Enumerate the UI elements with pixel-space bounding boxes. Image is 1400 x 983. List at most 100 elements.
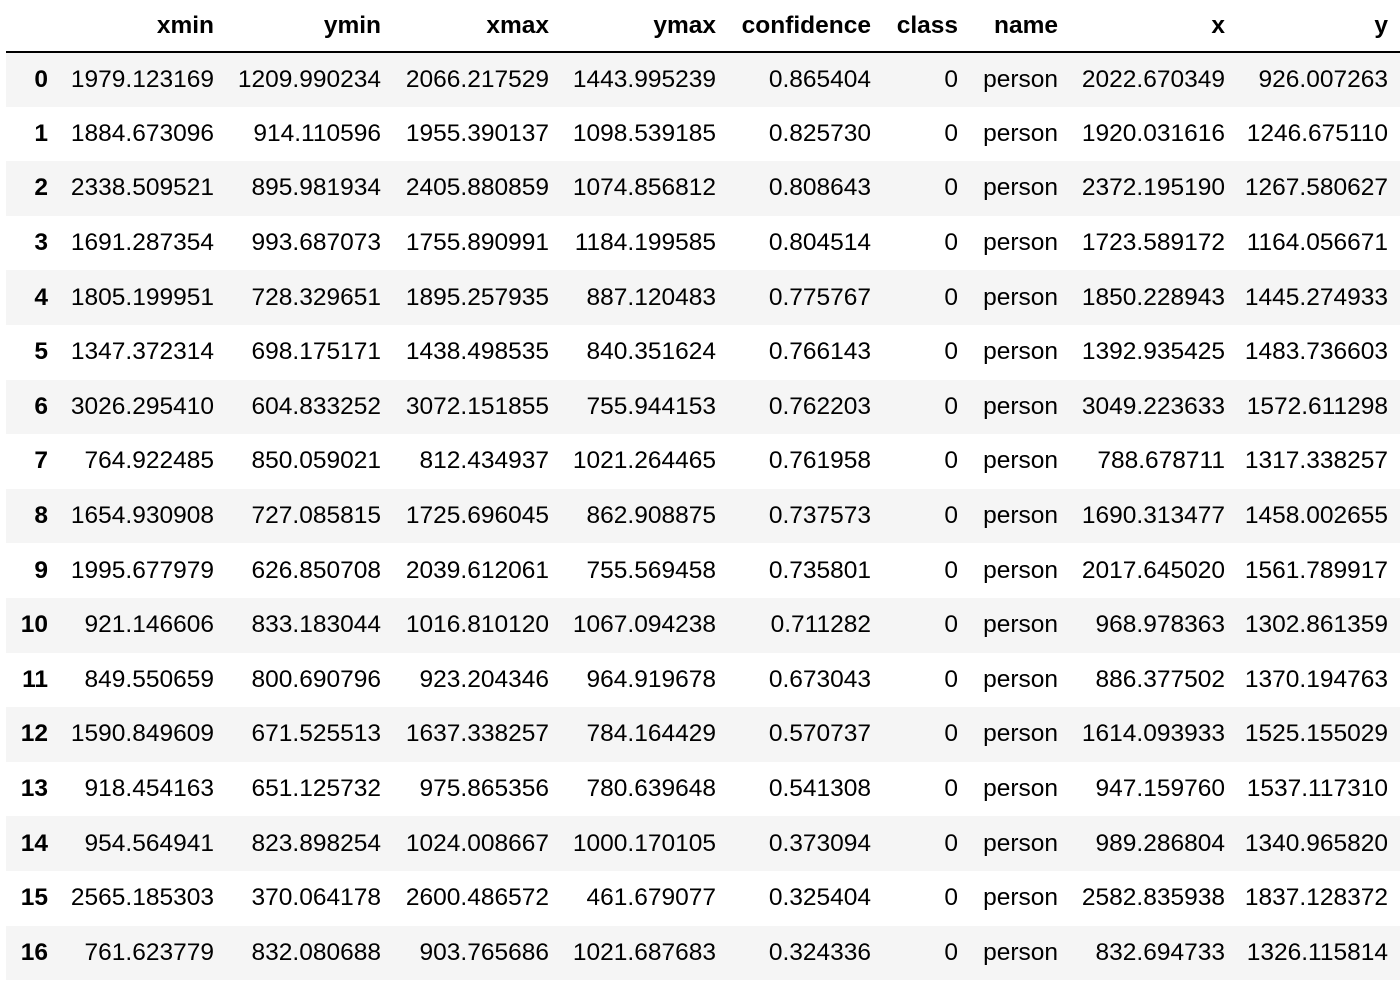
cell-class: 0 [944, 775, 958, 803]
cell-xmax: 812.434937 [419, 447, 549, 475]
column-header-class: class [883, 0, 970, 53]
cell-ymax: 1067.094238 [572, 611, 716, 639]
cell-y: 1572.611298 [1246, 392, 1388, 420]
cell-y: 1561.789917 [1244, 556, 1388, 584]
cell-x: 1920.031616 [1081, 119, 1225, 147]
row-index: 10 [20, 611, 48, 639]
row-index: 7 [34, 447, 48, 475]
cell-ymax: 1184.199585 [574, 229, 716, 257]
cell-ymin: 823.898254 [251, 829, 381, 857]
cell-ymin: 626.850708 [251, 556, 381, 584]
cell-xmax: 1438.498535 [405, 338, 549, 366]
cell-x: 2022.670349 [1081, 65, 1225, 93]
cell-xmax: 975.865356 [419, 775, 549, 803]
cell-ymax: 1074.856812 [572, 174, 716, 202]
cell-xmin: 764.922485 [84, 447, 214, 475]
cell-ymax: 1021.687683 [572, 938, 716, 966]
table-row: 1 1884.673096 914.110596 1955.390137 1098.53… [6, 106, 1400, 162]
cell-ymin: 832.080688 [251, 938, 381, 966]
cell-name: person [983, 502, 1058, 530]
row-index: 15 [20, 884, 48, 912]
cell-y: 1326.115814 [1246, 938, 1388, 966]
cell-ymin: 370.064178 [251, 884, 381, 912]
cell-x: 2582.835938 [1081, 884, 1225, 912]
cell-class: 0 [944, 338, 958, 366]
table-row: 7 764.922485 850.059021 812.434937 1021.2644… [6, 434, 1400, 489]
cell-name: person [983, 884, 1058, 912]
cell-name: person [983, 119, 1058, 147]
cell-ymax: 1098.539185 [572, 119, 716, 147]
cell-xmax: 1895.257935 [405, 283, 549, 311]
table-row: 15 2565.185303 370.064178 2600.486572 461.67… [6, 870, 1400, 926]
cell-xmax: 1637.338257 [405, 720, 549, 748]
cell-name: person [983, 775, 1058, 803]
column-header-y: y [1237, 0, 1400, 53]
cell-confidence: 0.541308 [768, 775, 871, 803]
table-row: 9 1995.677979 626.850708 2039.612061 755.569… [6, 543, 1400, 598]
cell-xmin: 921.146606 [84, 611, 214, 639]
cell-name: person [983, 938, 1058, 966]
column-header-x: x [1070, 0, 1237, 53]
cell-class: 0 [944, 229, 958, 257]
header-row: xmin ymin xmax ymax confidence class name x y [6, 0, 1400, 53]
row-index: 12 [20, 720, 48, 748]
cell-ymax: 784.164429 [586, 720, 716, 748]
cell-name: person [983, 447, 1058, 475]
cell-class: 0 [944, 556, 958, 584]
cell-class: 0 [944, 720, 958, 748]
cell-ymin: 800.690796 [251, 665, 381, 693]
cell-xmin: 1884.673096 [70, 119, 214, 147]
table-row: 13 918.454163 651.125732 975.865356 780.6396… [6, 761, 1400, 817]
cell-name: person [983, 556, 1058, 584]
cell-xmax: 1024.008667 [405, 829, 549, 857]
table-row: 6 3026.295410 604.833252 3072.151855 755.944… [6, 379, 1400, 435]
cell-y: 926.007263 [1258, 65, 1388, 93]
cell-xmin: 1995.677979 [70, 556, 214, 584]
cell-confidence: 0.570737 [768, 720, 871, 748]
cell-ymin: 727.085815 [251, 502, 381, 530]
table-row: 5 1347.372314 698.175171 1438.498535 840.351… [6, 324, 1400, 380]
column-header-name: name [970, 0, 1070, 53]
column-header-confidence: confidence [728, 0, 883, 53]
cell-class: 0 [944, 119, 958, 147]
cell-xmin: 1590.849609 [70, 720, 214, 748]
table-row: 12 1590.849609 671.525513 1637.338257 784.16… [6, 707, 1400, 762]
table-row: 16 761.623779 832.080688 903.765686 1021.687… [6, 925, 1400, 981]
cell-confidence: 0.735801 [768, 556, 871, 584]
cell-x: 3049.223633 [1081, 392, 1225, 420]
cell-xmax: 2066.217529 [405, 65, 549, 93]
cell-y: 1537.117310 [1246, 775, 1388, 803]
cell-xmax: 2600.486572 [405, 884, 549, 912]
cell-ymax: 964.919678 [586, 665, 716, 693]
cell-y: 1483.736603 [1244, 338, 1388, 366]
cell-ymin: 671.525513 [251, 720, 381, 748]
cell-xmin: 3026.295410 [70, 392, 214, 420]
column-header-xmin: xmin [62, 0, 226, 53]
cell-xmin: 2338.509521 [70, 174, 214, 202]
cell-y: 1302.861359 [1244, 611, 1388, 639]
table-row: 14 954.564941 823.898254 1024.008667 1000.17… [6, 816, 1400, 871]
cell-xmax: 3072.151855 [405, 392, 549, 420]
cell-ymin: 914.110596 [253, 119, 381, 147]
cell-confidence: 0.808643 [768, 174, 871, 202]
cell-confidence: 0.711282 [770, 611, 871, 639]
cell-confidence: 0.737573 [768, 502, 871, 530]
cell-ymin: 604.833252 [251, 392, 381, 420]
table-row: 3 1691.287354 993.687073 1755.890991 1184.19… [6, 215, 1400, 271]
cell-class: 0 [944, 665, 958, 693]
cell-confidence: 0.324336 [768, 938, 871, 966]
cell-class: 0 [944, 174, 958, 202]
cell-xmin: 1979.123169 [70, 65, 214, 93]
cell-name: person [983, 829, 1058, 857]
cell-y: 1340.965820 [1244, 829, 1388, 857]
cell-x: 832.694733 [1095, 938, 1225, 966]
cell-class: 0 [944, 938, 958, 966]
row-index: 16 [20, 938, 48, 966]
cell-xmin: 918.454163 [84, 775, 214, 803]
table-body: 0 1979.123169 1209.990234 2066.217529 1443.9… [6, 52, 1400, 981]
cell-x: 1690.313477 [1081, 502, 1225, 530]
cell-class: 0 [944, 447, 958, 475]
row-index: 13 [20, 775, 48, 803]
cell-class: 0 [944, 829, 958, 857]
